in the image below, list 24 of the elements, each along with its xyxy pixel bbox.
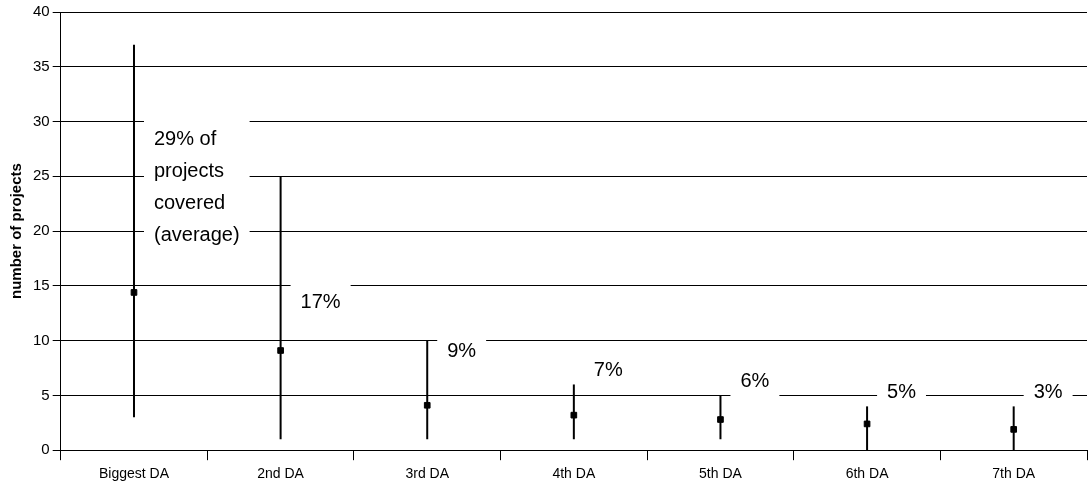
annotation: 9% (447, 339, 477, 362)
x-tick-label: 2nd DA (257, 465, 305, 482)
annotation: 29% of projects covered (average) (153, 126, 240, 245)
y-tick-label: 25 (33, 166, 50, 184)
y-axis-title: number of projects (7, 163, 25, 300)
y-tick-label: 15 (33, 276, 50, 294)
annotation: 7% (593, 357, 623, 380)
y-tick-label: 10 (33, 330, 50, 348)
y-tick-label: 20 (33, 221, 50, 239)
annotation: 17% (300, 289, 341, 312)
annotation: 6% (740, 368, 770, 391)
x-tick-label: 5th DA (699, 465, 743, 482)
y-tick-label: 0 (41, 440, 50, 458)
y-tick-label: 35 (33, 56, 50, 74)
x-tick-label: 3rd DA (405, 465, 450, 482)
x-tick-label: 6th DA (845, 465, 890, 482)
x-tick-label: Biggest DA (98, 465, 170, 482)
x-tick-label: 4th DA (552, 465, 596, 482)
y-tick-label: 40 (33, 2, 50, 20)
x-tick-label: 7th DA (992, 465, 1036, 482)
annotation: 3% (1033, 379, 1063, 402)
annotation: 5% (887, 379, 917, 402)
y-tick-label: 5 (41, 385, 50, 403)
y-tick-label: 30 (33, 111, 50, 129)
